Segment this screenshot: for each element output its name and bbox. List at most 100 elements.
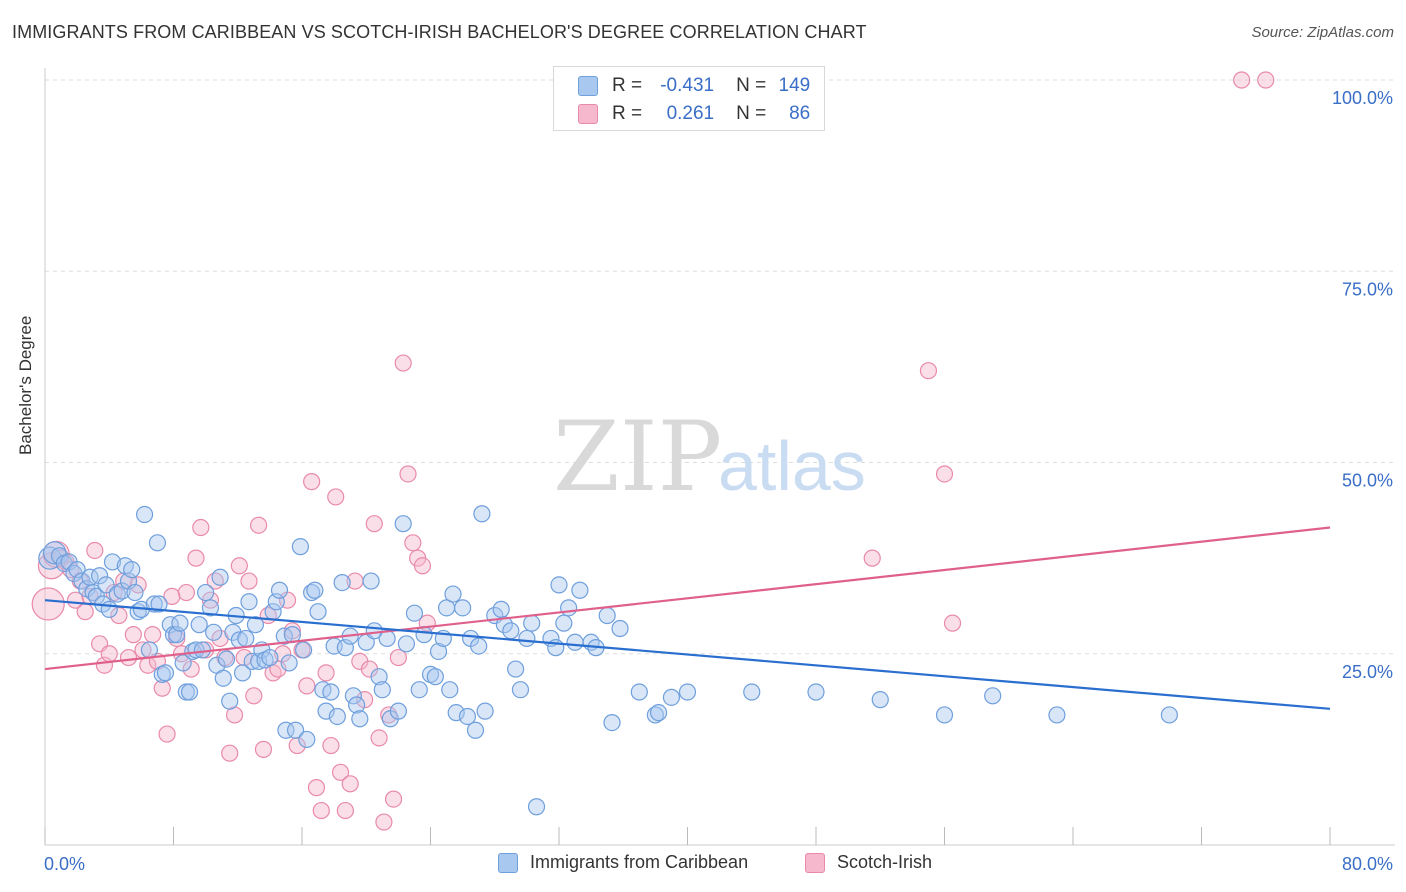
y-axis-label: Bachelor's Degree: [16, 315, 35, 455]
caribbean-point: [603, 713, 621, 732]
caribbean-point: [426, 668, 444, 686]
legend-item-scotch-irish[interactable]: Scotch-Irish: [805, 852, 932, 873]
caribbean-point: [148, 534, 167, 552]
source-label: Source: ZipAtlas.com: [1251, 24, 1394, 41]
scotch-irish-point: [250, 516, 268, 534]
caribbean-point: [344, 687, 362, 705]
scotch-irish-point: [86, 541, 104, 560]
caribbean-point: [373, 681, 391, 699]
scotch-irish-point: [399, 465, 417, 483]
watermark-atlas: atlas: [718, 427, 866, 505]
scotch-irish-point: [317, 664, 335, 682]
x-tick-label-max: 80.0%: [1342, 854, 1393, 874]
caribbean-point: [211, 568, 229, 586]
caribbean-point: [103, 553, 122, 571]
scotch-irish-point: [384, 790, 403, 808]
caribbean-point: [246, 616, 265, 634]
caribbean-point: [1160, 706, 1178, 724]
scotch-irish-point: [221, 744, 239, 762]
caribbean-point: [470, 637, 488, 655]
caribbean-point: [984, 687, 1002, 705]
scotch-irish-point: [341, 775, 359, 793]
y-tick-label: 75.0%: [1342, 279, 1393, 299]
caribbean-point: [277, 721, 295, 739]
caribbean-point: [328, 707, 346, 726]
stats-legend: R = -0.431 N = 149 R = 0.261 N = 86: [553, 66, 825, 131]
caribbean-point: [126, 583, 144, 602]
caribbean-point: [214, 669, 232, 687]
caribbean-point: [444, 585, 462, 603]
scotch-irish-point: [919, 362, 938, 380]
scotch-irish-point: [100, 645, 118, 663]
r-label: R =: [612, 75, 643, 96]
caribbean-point: [286, 721, 305, 739]
caribbean-point: [233, 664, 252, 682]
caribbean-point: [1048, 706, 1066, 724]
caribbean-point: [518, 629, 536, 648]
caribbean-point: [598, 606, 616, 625]
scotch-irish-point: [375, 813, 393, 831]
scotch-irish-point: [312, 801, 330, 820]
series-legend: Immigrants from Caribbean Scotch-Irish: [0, 852, 1406, 878]
caribbean-point: [180, 683, 199, 701]
scotch-irish-point: [322, 736, 340, 755]
caribbean-point: [649, 704, 668, 722]
trend-lines: [44, 526, 1331, 710]
caribbean-point: [303, 583, 321, 602]
scotch-irish-point: [863, 549, 881, 567]
caribbean-point: [441, 681, 459, 699]
caribbean-point: [555, 614, 573, 632]
caribbean-point: [405, 604, 424, 622]
caribbean-point: [243, 652, 261, 671]
caribbean-point: [473, 505, 491, 523]
caribbean-point: [370, 668, 388, 686]
caribbean-point: [280, 654, 298, 672]
caribbean-point: [317, 702, 335, 720]
scotch-irish-point: [192, 518, 210, 537]
caribbean-point: [270, 581, 289, 599]
caribbean-point: [454, 599, 472, 617]
legend-item-caribbean[interactable]: Immigrants from Caribbean: [498, 852, 748, 873]
scotch-irish-point: [1257, 71, 1275, 89]
n-value: 149: [778, 75, 811, 96]
caribbean-point: [807, 683, 825, 701]
scotch-irish-point: [298, 677, 316, 695]
scotch-irish-point: [935, 465, 954, 483]
legend-label-caribbean: Immigrants from Caribbean: [530, 852, 749, 872]
n-value: 86: [789, 103, 811, 124]
tick-labels: 25.0% 50.0% 75.0% 100.0% 0.0% 80.0%: [44, 88, 1393, 874]
caribbean-point: [306, 581, 324, 599]
scotch-irish-point: [254, 740, 273, 758]
caribbean-point: [113, 582, 131, 600]
caribbean-point: [91, 567, 109, 585]
caribbean-swatch: [578, 76, 598, 96]
caribbean-point: [123, 560, 141, 579]
scotch-irish-point: [76, 603, 94, 621]
caribbean-point: [447, 704, 465, 722]
caribbean-point: [389, 702, 407, 720]
caribbean-point: [646, 706, 664, 724]
caribbean-point: [935, 706, 954, 724]
caribbean-trend-line: [44, 599, 1331, 710]
caribbean-point: [571, 581, 589, 599]
scotch-irish-point: [336, 801, 354, 820]
scotch-irish-legend-swatch: [805, 852, 825, 873]
caribbean-point: [201, 599, 220, 617]
r-value: -0.431: [660, 75, 715, 96]
caribbean-point: [156, 664, 175, 682]
watermark-zip: ZIP: [553, 401, 722, 513]
scotch-irish-point: [230, 557, 248, 575]
caribbean-point: [171, 614, 189, 632]
caribbean-point: [298, 730, 316, 749]
caribbean-point: [466, 721, 485, 739]
caribbean-point: [743, 683, 761, 701]
caribbean-point: [197, 583, 215, 602]
caribbean-point: [348, 696, 366, 714]
scotch-irish-point: [389, 648, 407, 667]
scotch-irish-point: [365, 515, 383, 533]
scotch-irish-point: [158, 725, 176, 743]
scotch-irish-point: [245, 687, 263, 705]
scotch-irish-point: [307, 779, 326, 797]
caribbean-point: [410, 681, 428, 699]
caribbean-point: [309, 603, 327, 621]
